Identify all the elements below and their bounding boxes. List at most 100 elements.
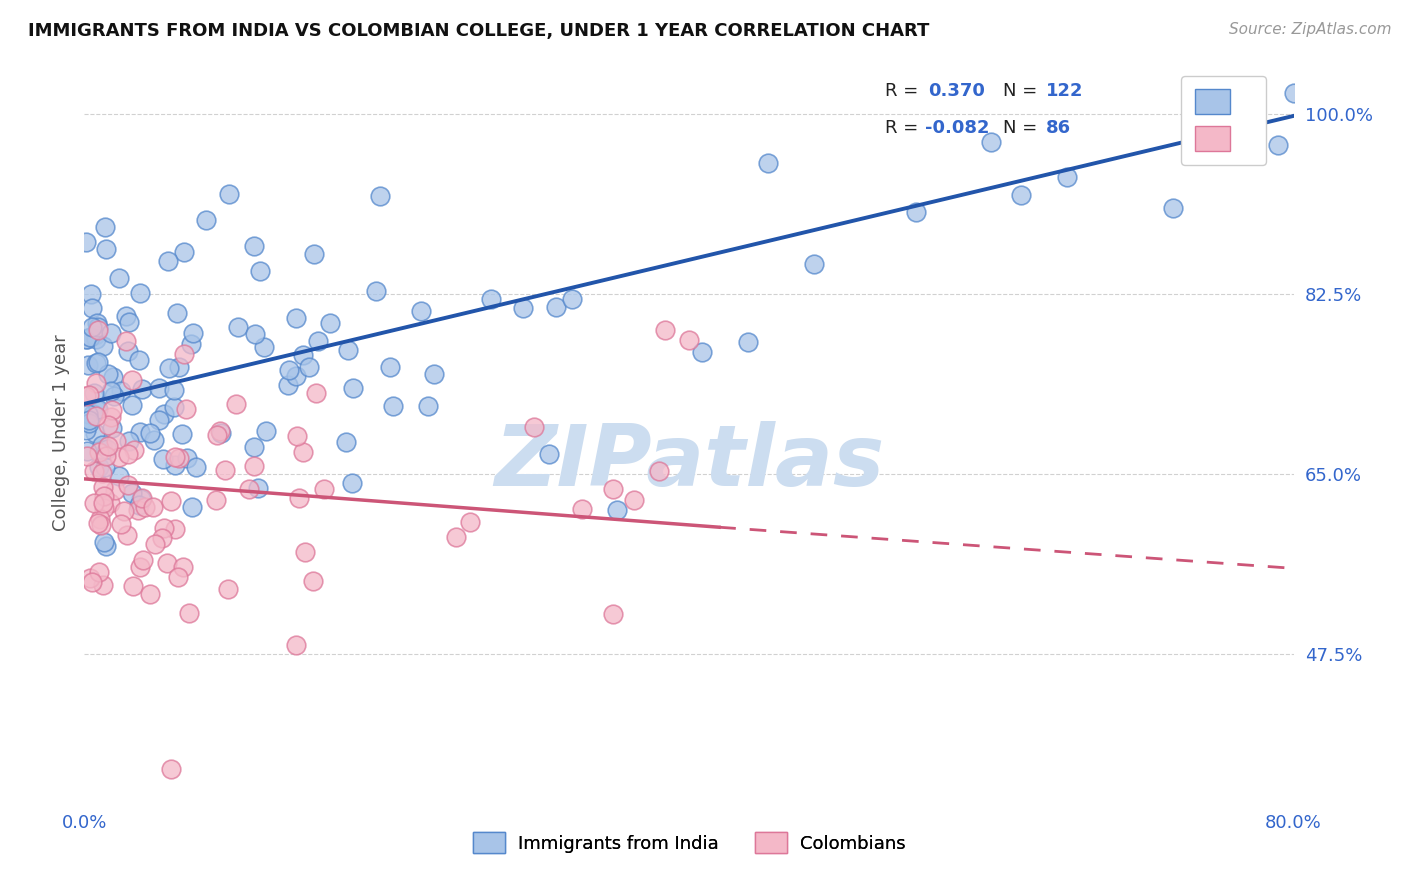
Point <box>165 450 187 464</box>
Point <box>690 345 713 359</box>
Point <box>132 553 155 567</box>
Point <box>172 427 194 442</box>
Point <box>143 537 166 551</box>
Point <box>228 320 250 334</box>
Point <box>75 388 97 402</box>
Point <box>87 565 110 579</box>
Point <box>150 531 173 545</box>
Point <box>756 155 779 169</box>
Point <box>93 339 115 353</box>
Point <box>180 337 202 351</box>
Point <box>678 333 700 347</box>
Point <box>89 512 111 526</box>
Point <box>128 498 150 512</box>
Point <box>77 417 100 431</box>
Point <box>285 638 308 652</box>
Point <box>93 535 115 549</box>
Point <box>298 360 321 375</box>
Point <box>76 333 98 347</box>
Point <box>79 388 101 402</box>
Point <box>277 378 299 392</box>
Point <box>335 434 357 449</box>
Point <box>97 368 120 382</box>
Point <box>80 320 103 334</box>
Text: N =: N = <box>1004 119 1038 136</box>
Point <box>409 304 432 318</box>
Point <box>512 301 534 315</box>
Point <box>86 403 108 417</box>
Point <box>104 483 127 497</box>
Point <box>83 328 105 343</box>
Point <box>602 482 624 496</box>
Point <box>131 491 153 506</box>
Point <box>139 425 162 440</box>
Point <box>93 489 115 503</box>
Point <box>108 450 131 464</box>
Point <box>205 492 228 507</box>
Point <box>288 491 311 506</box>
Point <box>523 420 546 434</box>
Point <box>342 476 364 491</box>
Point <box>86 516 108 530</box>
Point <box>181 500 204 514</box>
Point <box>86 319 108 334</box>
Point <box>107 469 129 483</box>
Point <box>382 399 405 413</box>
Point <box>1161 202 1184 216</box>
Point <box>142 500 165 515</box>
Point <box>110 517 132 532</box>
Y-axis label: College, Under 1 year: College, Under 1 year <box>52 334 70 531</box>
Point <box>162 383 184 397</box>
Point <box>115 334 138 348</box>
Point <box>1282 87 1305 101</box>
Point <box>114 309 136 323</box>
Point <box>292 445 315 459</box>
Point <box>129 560 152 574</box>
Text: -0.082: -0.082 <box>925 119 990 136</box>
Point <box>100 326 122 341</box>
Text: 122: 122 <box>1046 81 1083 100</box>
Point <box>205 427 228 442</box>
Point <box>156 556 179 570</box>
Point <box>79 287 101 301</box>
Point <box>96 539 118 553</box>
Point <box>129 491 152 506</box>
Point <box>89 444 111 458</box>
Point <box>314 482 336 496</box>
Point <box>285 311 308 326</box>
Point <box>75 235 97 250</box>
Point <box>118 315 141 329</box>
Point <box>101 421 124 435</box>
Point <box>1056 169 1078 184</box>
Point <box>176 450 198 465</box>
Point <box>75 423 97 437</box>
Point <box>134 500 156 514</box>
Point <box>77 413 100 427</box>
Text: N =: N = <box>1004 81 1038 100</box>
Point <box>98 496 121 510</box>
Point <box>737 334 759 349</box>
Point <box>294 545 316 559</box>
Point <box>284 368 307 383</box>
Point <box>121 485 143 500</box>
Point <box>214 462 236 476</box>
Text: R =: R = <box>884 81 918 100</box>
Text: 86: 86 <box>1046 119 1071 136</box>
Point <box>174 402 197 417</box>
Point <box>163 522 186 536</box>
Point <box>100 384 122 398</box>
Point <box>122 443 145 458</box>
Point <box>91 438 114 452</box>
Point <box>100 410 122 425</box>
Point <box>423 367 446 381</box>
Text: Source: ZipAtlas.com: Source: ZipAtlas.com <box>1229 22 1392 37</box>
Point <box>96 243 118 257</box>
Point <box>209 425 232 439</box>
Point <box>172 559 194 574</box>
Point <box>91 480 114 494</box>
Point <box>143 433 166 447</box>
Point <box>127 503 149 517</box>
Point <box>97 439 120 453</box>
Point <box>173 245 195 260</box>
Point <box>218 187 240 202</box>
